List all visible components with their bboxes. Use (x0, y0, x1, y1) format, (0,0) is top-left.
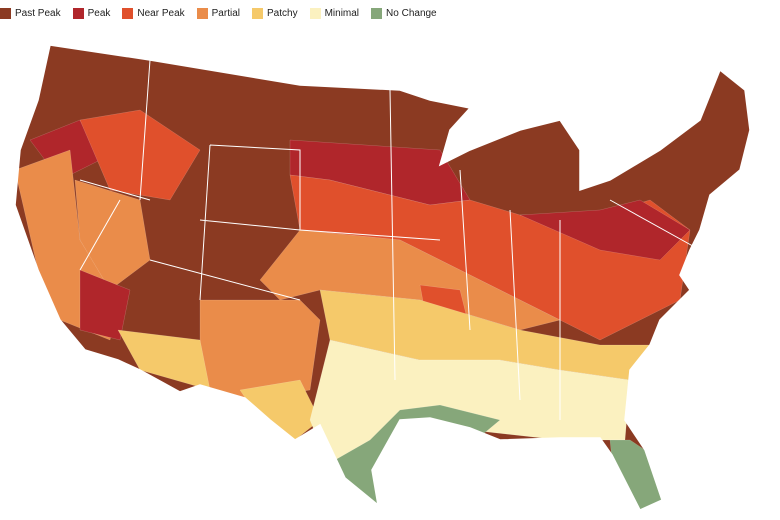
legend-swatch (0, 8, 11, 19)
legend-label: Past Peak (15, 8, 61, 19)
region (74, 179, 151, 291)
legend-item: Past Peak (0, 8, 61, 19)
region (79, 269, 131, 341)
legend-item: Partial (196, 8, 240, 19)
legend-label: Partial (211, 8, 240, 19)
region (519, 199, 691, 261)
legend-label: Near Peak (137, 8, 185, 19)
legend-item: Patchy (252, 8, 298, 19)
legend-swatch (122, 8, 134, 19)
legend-label: Minimal (324, 8, 360, 19)
legend: Past Peak Peak Near Peak Partial Patchy Minim… (0, 8, 437, 19)
region (609, 439, 666, 510)
state-lines (79, 59, 701, 420)
legend-item: Near Peak (122, 8, 185, 19)
legend-item: Peak (72, 8, 111, 19)
legend-item: Minimal (309, 8, 360, 19)
legend-label: No Change (386, 8, 437, 19)
legend-label: Patchy (267, 8, 298, 19)
legend-swatch (196, 8, 208, 19)
legend-swatch (371, 8, 383, 19)
legend-swatch (72, 8, 84, 19)
region (79, 109, 201, 201)
country-outline (14, 44, 751, 511)
legend-item: No Change (371, 8, 437, 19)
legend-label: Peak (87, 8, 111, 19)
legend-swatch (309, 8, 321, 19)
legend-swatch (252, 8, 263, 19)
